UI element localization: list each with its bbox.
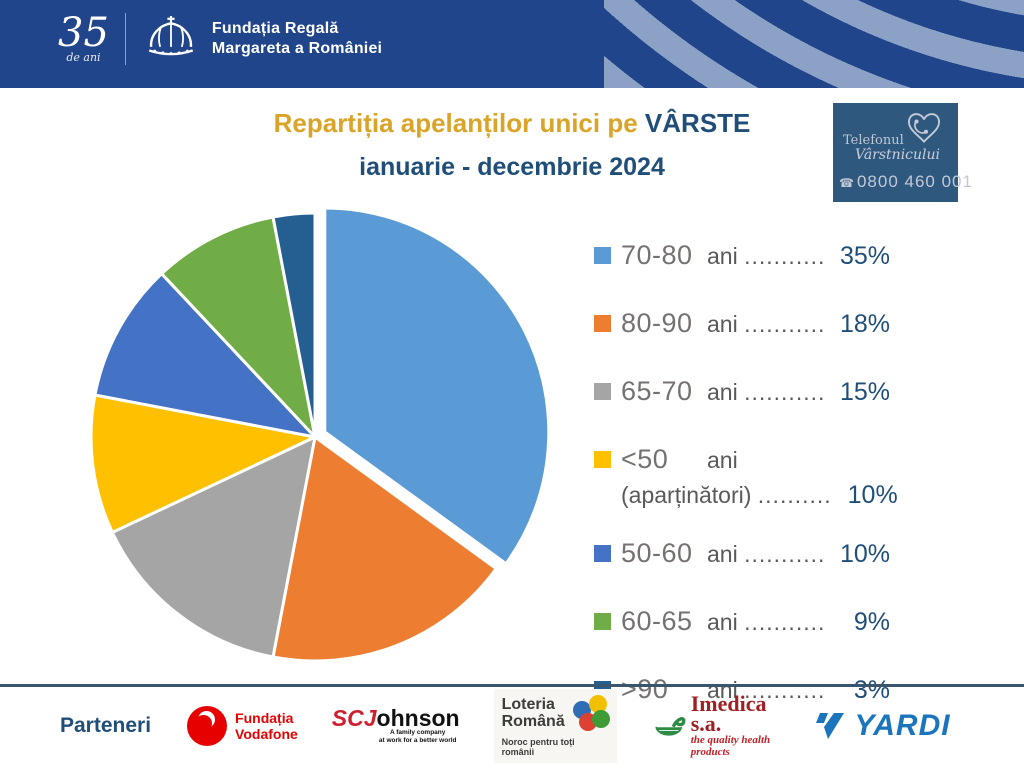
legend: 70-80 ani .............. 35% 80-90 ani .… xyxy=(594,240,898,705)
partner-scjohnson-logo: SCJohnson A family company at work for a… xyxy=(332,707,460,745)
legend-swatch xyxy=(594,315,611,332)
chart-title-block: Repartiția apelanților unici pe VÂRSTE i… xyxy=(0,108,1024,182)
header-stripe-pattern xyxy=(604,0,1024,88)
legend-dots: ............. xyxy=(744,541,824,567)
yardi-name: YARDI xyxy=(854,709,951,742)
chart-subtitle: ianuarie - decembrie 2024 xyxy=(359,153,665,181)
legend-item-60-65: 60-65 ani .............. 9% xyxy=(594,606,890,637)
legend-range: 60-65 xyxy=(621,606,693,636)
foundation-brand: 35 de ani Fundația Re xyxy=(58,10,382,67)
vodafone-line2: Vodafone xyxy=(235,726,298,742)
org-name-line2: Margareta a României xyxy=(211,39,383,57)
header-band: 35 de ani Fundația Re xyxy=(0,0,1024,88)
legend-unit: ani xyxy=(707,677,738,703)
vodafone-icon xyxy=(187,706,228,746)
partners-bar: Parteneri Fundația Vodafone SCJohnson A … xyxy=(60,689,980,763)
legend-swatch xyxy=(594,451,611,468)
scjohnson-rest: ohnson xyxy=(376,705,460,731)
legend-item-80-90: 80-90 ani .............. 18% xyxy=(594,308,890,339)
legend-value: 10% xyxy=(839,540,890,568)
loteria-balls-icon xyxy=(571,695,610,731)
legend-dots: .............. xyxy=(744,311,824,337)
legend-range: 65-70 xyxy=(621,376,693,406)
org-name: Fundația Regală Margareta a României xyxy=(212,19,382,59)
legend-dots: .......... xyxy=(757,482,832,508)
pie-slice->90 xyxy=(271,211,317,439)
legend-unit: ani xyxy=(707,447,738,473)
imedica-tagline: the quality health products xyxy=(690,734,771,758)
hotline-brand-line1: Telefonul xyxy=(843,133,904,148)
vodafone-line1: Fundația xyxy=(235,710,294,726)
heart-phone-icon xyxy=(898,107,950,156)
pie-slice-<50 xyxy=(89,393,317,534)
legend-unit: ani xyxy=(707,243,738,269)
legend-value: 10% xyxy=(847,481,898,509)
legend-range: >90 xyxy=(621,674,669,704)
legend-unit: ani xyxy=(707,311,738,337)
legend-item-65-70: 65-70 ani .............. 15% xyxy=(594,376,890,407)
pie-chart xyxy=(55,197,575,673)
hotline-badge: Telefonul Vârstnicului ☎ 0800 460 001 xyxy=(833,103,972,202)
loteria-tagline: Noroc pentru toți românii xyxy=(501,737,575,757)
chart-title-main: Repartiția apelanților unici pe xyxy=(273,108,645,138)
legend-item->90: >90 ani .............. 3% xyxy=(594,674,890,705)
legend-value: 35% xyxy=(839,242,890,270)
loteria-line2: Română xyxy=(501,713,565,730)
legend-swatch xyxy=(594,247,611,264)
scjohnson-tagline2: at work for a better world xyxy=(378,737,457,744)
legend-item-<50: <50 ani (aparținători) .......... 10% xyxy=(594,444,898,510)
loteria-line1: Loteria xyxy=(501,696,555,713)
pie-slice-50-60 xyxy=(93,272,317,439)
scjohnson-tagline1: A family company xyxy=(390,729,446,736)
legend-item-50-60: 50-60 ani ............. 10% xyxy=(594,538,890,569)
anniversary-caption: de ani xyxy=(66,51,101,64)
legend-range: 70-80 xyxy=(621,240,693,270)
pie-slice-80-90 xyxy=(271,435,498,663)
crown-icon xyxy=(142,10,200,67)
legend-value: 18% xyxy=(839,310,890,338)
chart-title: Repartiția apelanților unici pe VÂRSTE xyxy=(0,108,1024,139)
legend-range: <50 xyxy=(621,444,669,474)
legend-range: 80-90 xyxy=(621,308,693,338)
imedica-name: Imedica s.a. xyxy=(690,691,767,736)
partner-imedica-logo: Imedica s.a. the quality health products xyxy=(651,691,781,758)
legend-unit: ani xyxy=(707,541,738,567)
yardi-icon xyxy=(816,713,845,739)
legend-unit: ani xyxy=(707,379,738,405)
hotline-brand-line2: Vârstnicului xyxy=(855,147,940,163)
legend-dots: .............. xyxy=(744,243,824,269)
anniversary-35-logo: 35 de ani xyxy=(58,13,109,64)
legend-value: 9% xyxy=(853,608,890,636)
legend-line2: (aparținători) xyxy=(621,482,752,508)
legend-dots: .............. xyxy=(744,677,824,703)
legend-value: 3% xyxy=(853,676,890,704)
legend-dots: .............. xyxy=(744,609,824,635)
partner-vodafone-logo: Fundația Vodafone xyxy=(187,706,298,746)
legend-item-70-80: 70-80 ani .............. 35% xyxy=(594,240,890,271)
legend-swatch xyxy=(594,545,611,562)
partner-loteria-logo: Loteria Română Noroc pentru toți românii xyxy=(493,689,617,763)
legend-swatch xyxy=(594,613,611,630)
phone-icon: ☎ xyxy=(839,176,855,190)
hotline-phone-number: 0800 460 001 xyxy=(856,172,973,191)
partner-yardi-logo: YARDI xyxy=(814,709,950,743)
legend-range: 50-60 xyxy=(621,538,693,568)
pie-slice-60-65 xyxy=(160,215,317,439)
pie-slice-70-80 xyxy=(323,206,551,566)
scjohnson-prefix: SCJ xyxy=(331,705,377,731)
legend-unit: ani xyxy=(707,609,738,635)
chart-title-highlight: VÂRSTE xyxy=(644,108,751,138)
pie-slice-65-70 xyxy=(110,435,317,659)
imedica-icon xyxy=(655,717,686,736)
org-name-line1: Fundația Regală xyxy=(211,19,339,37)
header-divider xyxy=(124,12,126,65)
partners-label: Parteneri xyxy=(60,714,152,737)
hotline-phone: ☎ 0800 460 001 xyxy=(839,172,972,192)
anniversary-number: 35 xyxy=(58,10,109,56)
legend-value: 15% xyxy=(839,378,890,406)
legend-dots: .............. xyxy=(744,379,824,405)
footer-divider xyxy=(0,684,1024,687)
legend-swatch xyxy=(594,383,611,400)
